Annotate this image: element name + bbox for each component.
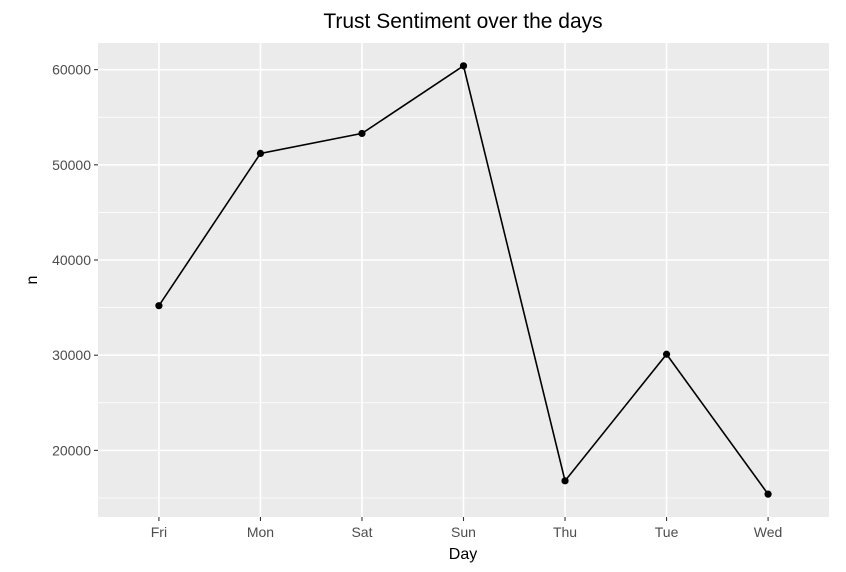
data-point-tue — [662, 350, 671, 358]
x-tick-label: Mon — [247, 524, 274, 540]
data-points — [155, 62, 772, 498]
x-axis-title: Day — [449, 546, 477, 563]
x-tick-label: Sat — [351, 524, 372, 540]
y-tick-label: 40000 — [52, 252, 91, 268]
chart-title: Trust Sentiment over the days — [323, 10, 602, 33]
x-axis-ticks: Fri Mon Sat Sun Thu Tue Wed — [151, 517, 783, 540]
data-point-sat — [358, 129, 366, 138]
x-tick-label: Fri — [151, 524, 167, 540]
y-tick-label: 30000 — [52, 347, 91, 363]
data-point-thu — [561, 477, 569, 485]
x-tick-label: Thu — [553, 524, 577, 540]
data-point-mon — [256, 149, 265, 158]
data-point-fri — [155, 302, 163, 310]
data-point-sun — [459, 62, 468, 70]
x-tick-label: Sun — [451, 524, 476, 540]
data-point-wed — [764, 490, 772, 498]
x-tick-label: Wed — [754, 524, 783, 540]
y-tick-label: 50000 — [52, 157, 91, 173]
y-tick-label: 60000 — [52, 62, 91, 78]
y-axis-title: n — [24, 276, 41, 285]
major-gridlines — [98, 43, 829, 517]
y-tick-label: 20000 — [52, 442, 91, 458]
y-axis-ticks: 20000 30000 40000 50000 60000 — [52, 62, 98, 458]
x-tick-label: Tue — [655, 524, 679, 540]
